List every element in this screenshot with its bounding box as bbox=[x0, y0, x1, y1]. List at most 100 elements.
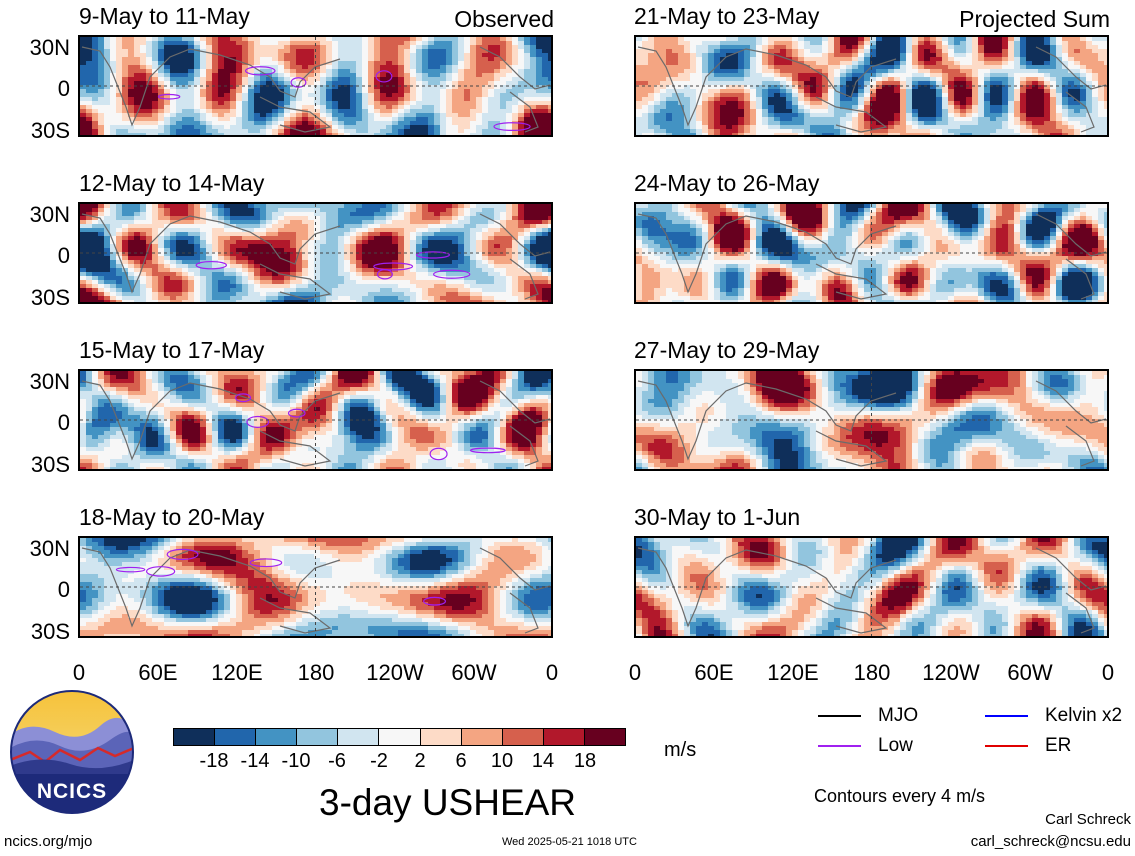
shear-field bbox=[80, 204, 551, 302]
contour-low bbox=[145, 566, 176, 577]
contour-low bbox=[157, 93, 181, 100]
main-title: 3-day USHEAR bbox=[319, 782, 577, 823]
colorbar-swatch bbox=[543, 729, 585, 745]
lat-label: 0 bbox=[57, 243, 70, 268]
lon-label: 60W bbox=[1007, 660, 1053, 685]
colorbar-swatch bbox=[584, 729, 626, 745]
contour-low bbox=[433, 269, 471, 279]
coastline bbox=[637, 380, 1107, 467]
shear-field bbox=[636, 538, 1107, 636]
coastline bbox=[81, 547, 551, 634]
legend-low-line bbox=[818, 745, 861, 747]
lat-label: 30S bbox=[30, 285, 70, 310]
lat-label: 30S bbox=[30, 619, 70, 644]
lat-label: 30N bbox=[29, 536, 70, 561]
timestamp: Wed 2025-05-21 1018 UTC bbox=[502, 836, 637, 848]
colorbar-swatch bbox=[215, 729, 257, 745]
map-panel-1 bbox=[78, 35, 553, 137]
lon-label: 180 bbox=[297, 660, 335, 685]
contour-low bbox=[375, 70, 393, 83]
colorbar-swatch bbox=[420, 729, 462, 745]
projected-sum-label: Projected Sum bbox=[959, 6, 1110, 32]
lon-label: 0 bbox=[1101, 660, 1115, 685]
colorbar-tick: 14 bbox=[531, 750, 555, 772]
colorbar-swatch bbox=[338, 729, 380, 745]
colorbar-swatch bbox=[461, 729, 503, 745]
panel-title-6: 24-May to 26-May bbox=[634, 170, 820, 196]
ncics-logo: NCICS bbox=[10, 690, 134, 814]
colorbar-tick: -10 bbox=[281, 750, 311, 772]
lon-label: 120W bbox=[366, 660, 424, 685]
shear-field bbox=[80, 37, 551, 135]
colorbar-tick: -14 bbox=[240, 750, 270, 772]
coastline bbox=[637, 213, 1107, 300]
shear-field bbox=[636, 371, 1107, 469]
legend-mjo-line bbox=[818, 715, 861, 717]
coastline bbox=[81, 46, 551, 133]
colorbar-tick: 6 bbox=[455, 750, 467, 772]
coastline bbox=[81, 213, 551, 300]
panel-title-1: 9-May to 11-May bbox=[79, 3, 250, 29]
legend-kelvin-line bbox=[985, 715, 1028, 717]
colorbar-swatch bbox=[297, 729, 339, 745]
lat-label: 30S bbox=[30, 452, 70, 477]
contour-low bbox=[235, 393, 252, 403]
contour-low bbox=[244, 66, 276, 76]
lon-label: 60E bbox=[694, 660, 734, 685]
legend-mjo-label: MJO bbox=[878, 705, 919, 726]
panel-title-2: 12-May to 14-May bbox=[79, 170, 265, 196]
colorbar-swatch bbox=[379, 729, 421, 745]
colorbar-tick: -18 bbox=[199, 750, 229, 772]
map-panel-7 bbox=[634, 369, 1109, 471]
map-panel-6 bbox=[634, 202, 1109, 304]
legend-kelvin-label: Kelvin x2 bbox=[1045, 705, 1123, 726]
shear-field bbox=[80, 538, 551, 636]
contour-low bbox=[249, 558, 283, 568]
lon-label: 0 bbox=[628, 660, 642, 685]
map-panel-8 bbox=[634, 536, 1109, 638]
author-email: carl_schreck@ncsu.edu bbox=[970, 833, 1131, 850]
contour-note: Contours every 4 m/s bbox=[814, 786, 986, 806]
lon-label: 0 bbox=[545, 660, 559, 685]
panel-title-7: 27-May to 29-May bbox=[634, 337, 820, 363]
panel-title-3: 15-May to 17-May bbox=[79, 337, 265, 363]
contour-low bbox=[195, 260, 228, 270]
colorbar-swatch bbox=[502, 729, 544, 745]
contour-low bbox=[246, 415, 270, 428]
map-panel-5 bbox=[634, 35, 1109, 137]
contour-low bbox=[423, 596, 447, 606]
map-panel-2 bbox=[78, 202, 553, 304]
observed-label: Observed bbox=[454, 6, 554, 32]
contour-low bbox=[166, 548, 199, 561]
colorbar-swatch bbox=[174, 729, 216, 745]
colorbar bbox=[173, 728, 626, 746]
lon-label: 180 bbox=[853, 660, 891, 685]
coastline bbox=[637, 547, 1107, 634]
panel-title-4: 18-May to 20-May bbox=[79, 504, 265, 530]
colorbar-tick: 2 bbox=[414, 750, 426, 772]
colorbar-tick: -6 bbox=[328, 750, 346, 772]
map-panel-4 bbox=[78, 536, 553, 638]
panel-title-8: 30-May to 1-Jun bbox=[634, 504, 801, 530]
legend-er-line bbox=[985, 745, 1028, 747]
contour-low bbox=[376, 269, 393, 280]
contour-low bbox=[469, 447, 506, 454]
shear-field bbox=[636, 37, 1107, 135]
lat-label: 30S bbox=[30, 118, 70, 143]
lat-label: 30N bbox=[29, 202, 70, 227]
lon-label: 120E bbox=[767, 660, 819, 685]
colorbar-tick: -2 bbox=[370, 750, 388, 772]
colorbar-tick: 10 bbox=[490, 750, 514, 772]
contour-low bbox=[115, 566, 146, 573]
map-panel-3 bbox=[78, 369, 553, 471]
coastline bbox=[637, 46, 1107, 133]
lat-label: 0 bbox=[57, 577, 70, 602]
shear-field bbox=[636, 204, 1107, 302]
contour-low bbox=[290, 77, 307, 88]
legend-low-label: Low bbox=[878, 735, 913, 756]
lat-label: 30N bbox=[29, 369, 70, 394]
legend-er-label: ER bbox=[1045, 735, 1072, 756]
lat-label: 0 bbox=[57, 410, 70, 435]
panel-title-5: 21-May to 23-May bbox=[634, 3, 820, 29]
contour-low bbox=[287, 408, 306, 418]
